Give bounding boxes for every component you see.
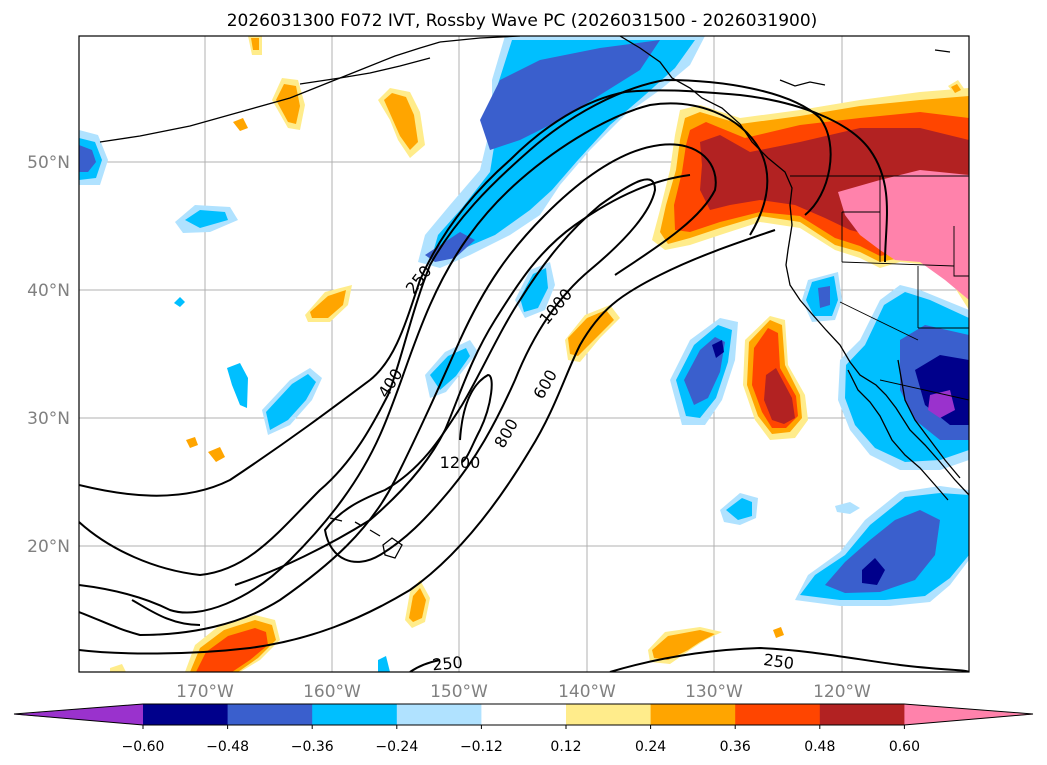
- colorbar-extend-low: [14, 704, 143, 725]
- lon-label: 160°W: [303, 682, 361, 702]
- colorbar-segments: [14, 704, 1033, 725]
- contour-label: 1200: [440, 453, 481, 472]
- colorbar-segment: [819, 704, 905, 725]
- colorbar-segment: [312, 704, 398, 725]
- colorbar-outline: [13, 703, 1034, 726]
- latitude-labels: 50°N 40°N 30°N 20°N: [27, 153, 70, 557]
- colorbar-tick-label: −0.60: [122, 739, 165, 755]
- colorbar-tick-label: 0.48: [804, 739, 835, 755]
- colorbar-tick-label: −0.48: [206, 739, 249, 755]
- lat-label: 50°N: [27, 153, 70, 173]
- colorbar: −0.60 −0.48 −0.36 −0.24 −0.12 0.12 0.24 0.36 0.4…: [13, 703, 1034, 755]
- colorbar-segment: [566, 704, 652, 725]
- colorbar-tick-label: 0.24: [635, 739, 666, 755]
- colorbar-segment: [735, 704, 821, 725]
- colorbar-segment: [650, 704, 736, 725]
- longitude-labels: 170°W 160°W 150°W 140°W 130°W 120°W: [176, 682, 871, 702]
- colorbar-tick-label: −0.12: [460, 739, 503, 755]
- lon-label: 140°W: [558, 682, 616, 702]
- colorbar-tick-label: 0.36: [720, 739, 751, 755]
- contour-label: 250: [431, 653, 463, 675]
- colorbar-segment: [227, 704, 313, 725]
- colorbar-tick-label: 0.12: [550, 739, 581, 755]
- lon-label: 120°W: [813, 682, 871, 702]
- lon-label: 130°W: [685, 682, 743, 702]
- colorbar-tick-label: −0.36: [291, 739, 334, 755]
- lat-label: 40°N: [27, 281, 70, 301]
- lat-label: 30°N: [27, 409, 70, 429]
- lon-label: 150°W: [430, 682, 488, 702]
- colorbar-extend-high: [904, 704, 1033, 725]
- colorbar-tick-label: −0.24: [375, 739, 418, 755]
- ivt-positive-shading: [110, 36, 969, 672]
- map-frame: [78, 35, 970, 673]
- map-content: 250 400 1000 600 800 1200 250 250: [79, 36, 969, 675]
- lon-label: 170°W: [176, 682, 234, 702]
- contour-label: 250: [762, 650, 795, 673]
- colorbar-ticks: −0.60 −0.48 −0.36 −0.24 −0.12 0.12 0.24 0.36 0.4…: [122, 725, 920, 755]
- colorbar-segment: [143, 704, 229, 725]
- lat-label: 20°N: [27, 537, 70, 557]
- borders: [790, 175, 969, 401]
- colorbar-segment: [481, 704, 567, 725]
- figure-title: 2026031300 F072 IVT, Rossby Wave PC (202…: [227, 11, 818, 31]
- ivt-contours: [79, 78, 969, 672]
- colorbar-segment: [396, 704, 482, 725]
- colorbar-tick-label: 0.60: [889, 739, 920, 755]
- map-panel: 250 400 1000 600 800 1200 250 250 50°N 4…: [27, 35, 970, 702]
